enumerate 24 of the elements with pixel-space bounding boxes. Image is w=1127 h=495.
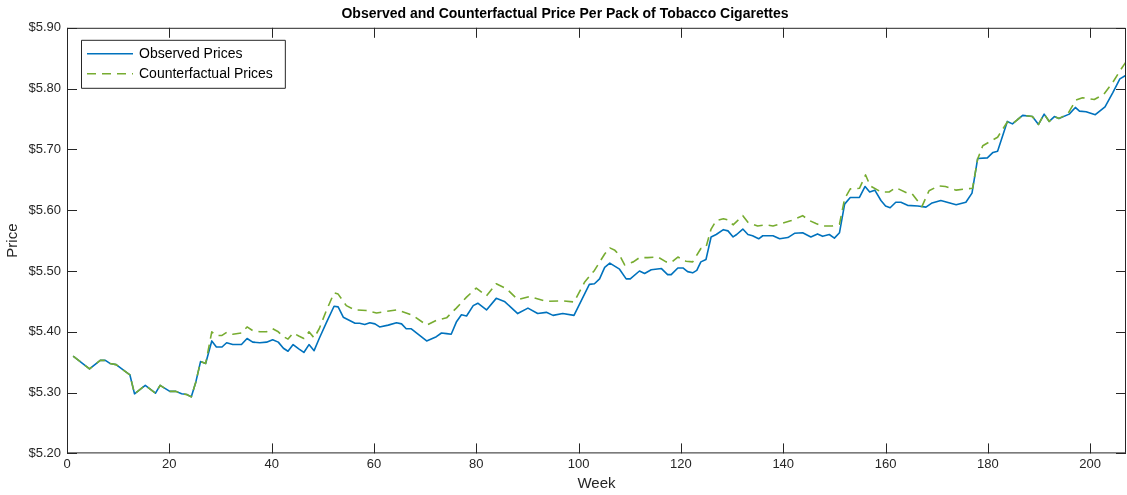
y-tick-label: $5.80: [28, 80, 61, 96]
legend-label: Observed Prices: [139, 44, 243, 61]
x-axis-title: Week: [577, 474, 617, 492]
y-tick-label: $5.40: [28, 323, 61, 339]
x-tick-label: 180: [977, 455, 999, 471]
y-tick-label: $5.30: [28, 384, 61, 400]
x-tick-label: 80: [469, 455, 484, 471]
y-tick-label: $5.90: [28, 19, 61, 35]
x-tick-label: 160: [874, 455, 897, 471]
x-tick-label: 20: [162, 455, 177, 471]
x-tick-label: 200: [1079, 455, 1102, 471]
y-axis-title: Price: [3, 223, 21, 258]
x-tick-label: 100: [567, 455, 590, 471]
y-tick-label: $5.60: [28, 201, 61, 217]
x-tick-label: 40: [264, 455, 279, 471]
legend-label: Counterfactual Prices: [139, 64, 273, 81]
y-tick-label: $5.50: [28, 262, 61, 278]
x-tick-label: 140: [772, 455, 795, 471]
x-tick-label: 60: [366, 455, 382, 471]
chart-title: Observed and Counterfactual Price Per Pack of Tobacco Cigarettes: [341, 5, 789, 22]
x-tick-label: 120: [670, 455, 692, 471]
y-tick-label: $5.20: [28, 444, 61, 460]
x-tick-label: 0: [63, 455, 71, 471]
y-tick-label: $5.70: [28, 140, 61, 156]
